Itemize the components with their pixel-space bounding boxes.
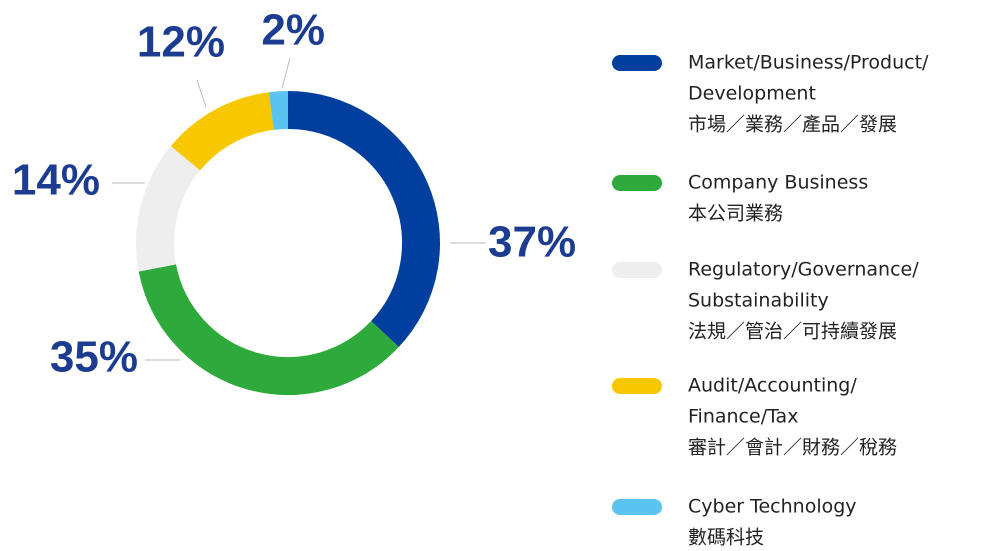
legend-label: Regulatory/Governance/ <box>688 259 919 281</box>
data-label: 14% <box>12 156 100 205</box>
leader-line <box>281 57 291 89</box>
data-label: 35% <box>50 333 138 382</box>
legend-label: Audit/Accounting/ <box>688 375 857 397</box>
legend-label: 數碼科技 <box>688 527 764 549</box>
legend-swatch <box>612 262 662 278</box>
donut-segment <box>170 92 275 171</box>
legend-label: 本公司業務 <box>688 203 783 225</box>
legend-label: Cyber Technology <box>688 496 857 518</box>
legend-label: 法規／管治／可持續發展 <box>688 321 897 343</box>
legend-label: Finance/Tax <box>688 406 798 428</box>
legend-label: Company Business <box>688 172 868 194</box>
legend-swatch <box>612 175 662 191</box>
legend-swatch <box>612 499 662 515</box>
data-label: 12% <box>137 18 225 67</box>
leader-line <box>196 79 207 108</box>
donut-segment <box>136 146 201 272</box>
donut-segment <box>268 91 289 130</box>
data-label: 37% <box>488 218 576 267</box>
legend-swatch <box>612 55 662 71</box>
donut-segment <box>287 91 440 348</box>
legend-swatch <box>612 378 662 394</box>
legend-label: 市場／業務／產品／發展 <box>688 114 897 136</box>
legend-label: Development <box>688 83 816 105</box>
legend-label: Market/Business/Product/ <box>688 52 929 74</box>
legend-label: Substainability <box>688 290 829 312</box>
legend-label: 審計／會計／財務／稅務 <box>688 437 897 459</box>
donut-segment <box>138 263 399 395</box>
data-label: 2% <box>261 6 325 55</box>
